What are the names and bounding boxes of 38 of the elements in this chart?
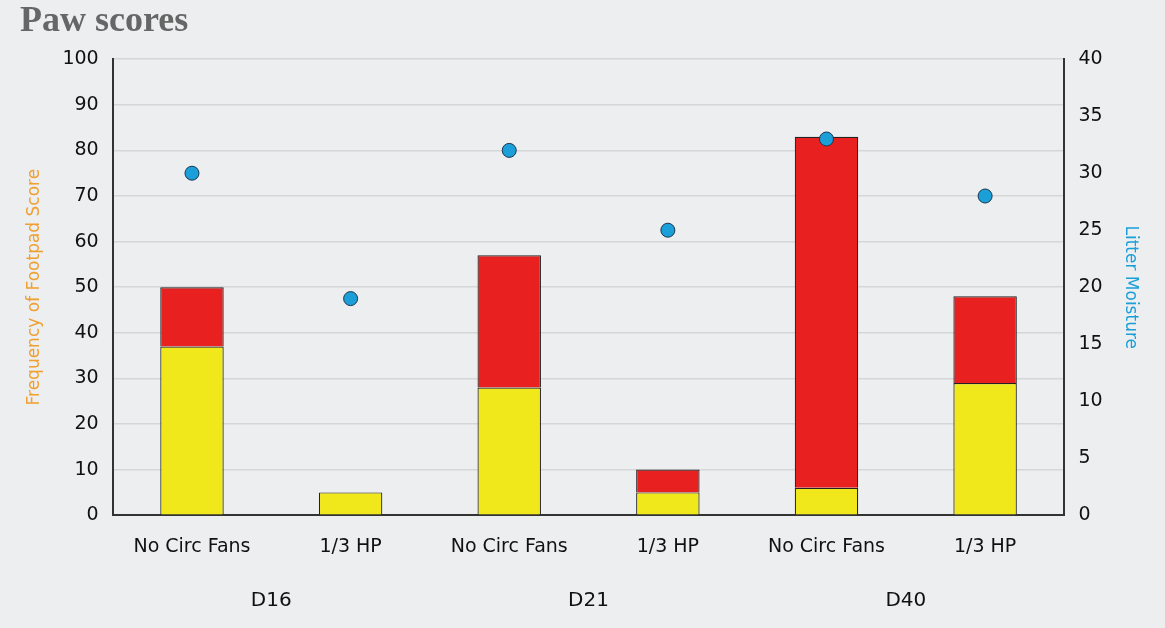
y-axis-title: Frequency of Footpad Score	[22, 168, 43, 406]
y-tick-label: 100	[62, 46, 99, 69]
point	[818, 131, 834, 147]
x-tick-label: 1/3 HP	[319, 533, 382, 556]
text: D21	[568, 587, 609, 612]
y2-tick-label: 15	[1078, 331, 1103, 354]
y2-tick-label: 25	[1078, 217, 1103, 240]
point	[977, 188, 993, 204]
y-tick-label: 10	[74, 456, 99, 479]
y-tick-label: 80	[74, 137, 99, 160]
point	[184, 165, 200, 181]
text: D40	[885, 587, 927, 612]
y-tick-label: 30	[74, 365, 99, 388]
y-tick-label: 90	[74, 91, 99, 114]
y2-tick-label: 0	[1078, 502, 1091, 525]
x-tick-label: No Circ Fans	[133, 533, 251, 556]
y2-tick-label: 10	[1078, 388, 1103, 411]
y2-tick-label: 20	[1078, 274, 1103, 297]
y2-tick-label: 40	[1078, 46, 1103, 69]
y2-tick-label: 35	[1078, 103, 1103, 126]
y-tick-label: 0	[86, 502, 99, 525]
x-tick-label: 1/3 HP	[636, 533, 700, 556]
y-tick-label: 60	[74, 228, 99, 251]
y-tick-label: 50	[74, 274, 99, 297]
y-tick-label: 20	[74, 410, 99, 433]
y2-tick-label: 30	[1078, 160, 1103, 183]
chart-title: Paw scores	[20, 0, 189, 39]
point	[343, 291, 359, 307]
y2-axis-title: Litter Moisture	[1122, 225, 1143, 349]
point	[501, 142, 517, 158]
y-tick-label: 40	[74, 319, 99, 342]
text: D16	[250, 587, 292, 612]
x-tick-label: 1/3 HP	[953, 533, 1017, 556]
y2-tick-label: 5	[1078, 445, 1091, 468]
y-tick-label: 70	[74, 182, 99, 205]
x-tick-label: No Circ Fans	[450, 533, 568, 556]
x-tick-label: No Circ Fans	[767, 533, 886, 556]
point	[660, 222, 676, 238]
